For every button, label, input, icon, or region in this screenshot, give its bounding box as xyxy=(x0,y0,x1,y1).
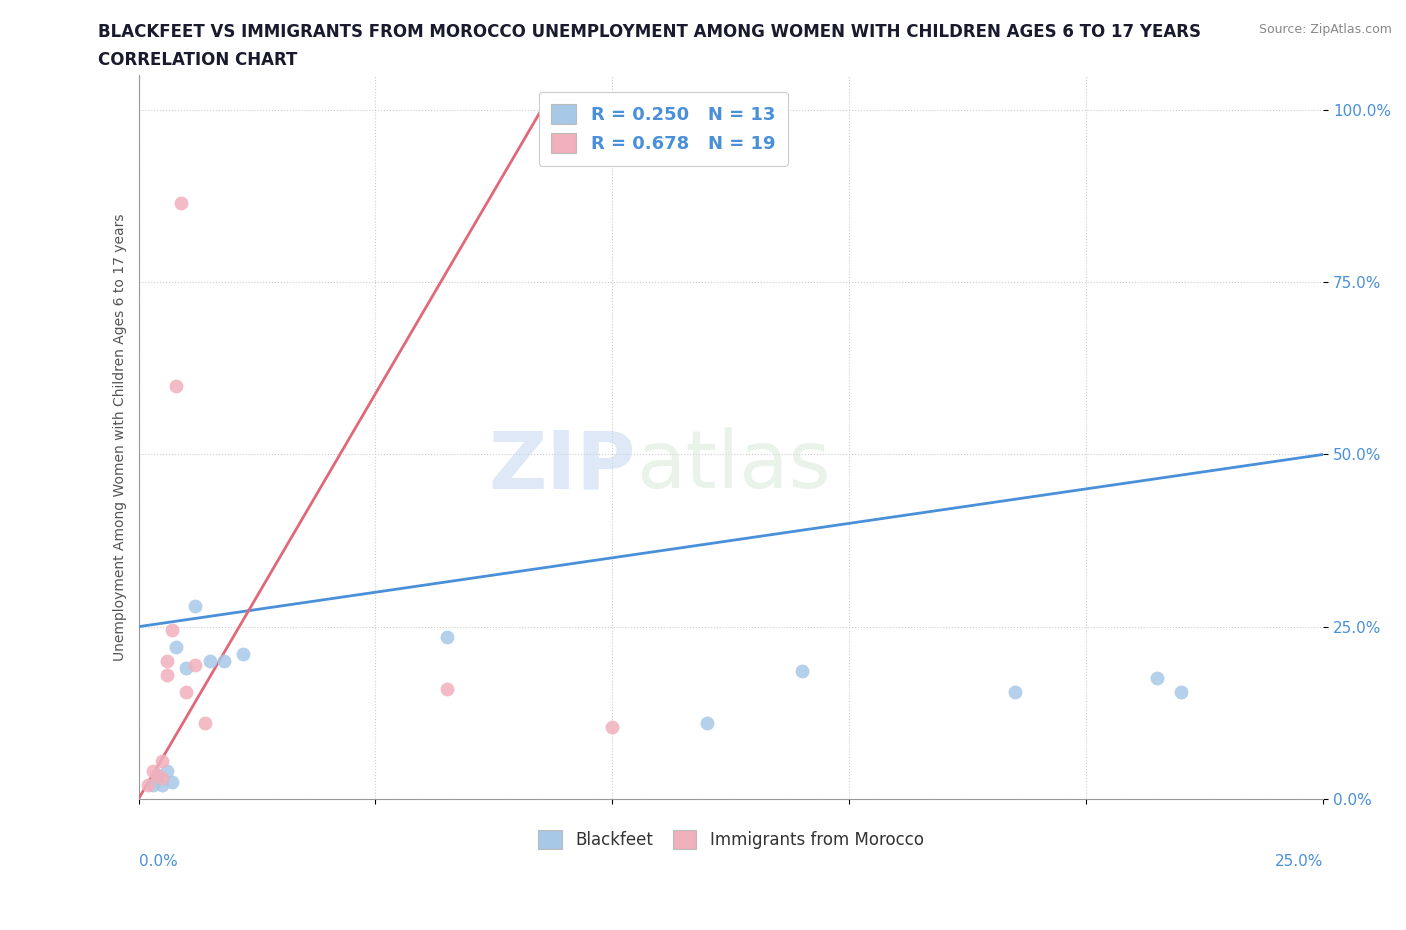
Y-axis label: Unemployment Among Women with Children Ages 6 to 17 years: Unemployment Among Women with Children A… xyxy=(114,214,128,661)
Text: CORRELATION CHART: CORRELATION CHART xyxy=(98,51,298,69)
Point xyxy=(198,654,221,669)
Point xyxy=(1146,671,1168,685)
Point xyxy=(790,664,813,679)
Text: atlas: atlas xyxy=(636,427,831,505)
Legend: Blackfeet, Immigrants from Morocco: Blackfeet, Immigrants from Morocco xyxy=(531,824,931,856)
Point xyxy=(194,716,217,731)
Point xyxy=(150,753,173,768)
Point xyxy=(156,668,179,683)
Point xyxy=(436,682,458,697)
Point xyxy=(150,771,173,786)
Point xyxy=(136,777,159,792)
Point xyxy=(174,684,197,699)
Point xyxy=(170,195,193,210)
Text: Source: ZipAtlas.com: Source: ZipAtlas.com xyxy=(1258,23,1392,36)
Point xyxy=(1004,684,1026,699)
Point xyxy=(232,646,254,661)
Point xyxy=(212,654,235,669)
Point xyxy=(602,719,624,734)
Point xyxy=(146,767,169,782)
Point xyxy=(142,764,165,778)
Point xyxy=(146,767,169,782)
Point xyxy=(174,660,197,675)
Text: ZIP: ZIP xyxy=(489,427,636,505)
Point xyxy=(184,599,207,614)
Point xyxy=(142,777,165,792)
Text: 0.0%: 0.0% xyxy=(139,854,177,869)
Point xyxy=(156,764,179,778)
Point xyxy=(696,716,718,731)
Text: BLACKFEET VS IMMIGRANTS FROM MOROCCO UNEMPLOYMENT AMONG WOMEN WITH CHILDREN AGES: BLACKFEET VS IMMIGRANTS FROM MOROCCO UNE… xyxy=(98,23,1201,41)
Text: 25.0%: 25.0% xyxy=(1275,854,1323,869)
Point xyxy=(165,379,187,393)
Point xyxy=(165,640,187,655)
Point xyxy=(156,654,179,669)
Point xyxy=(1170,684,1192,699)
Point xyxy=(436,630,458,644)
Point xyxy=(160,775,183,790)
Point xyxy=(184,658,207,672)
Point xyxy=(160,623,183,638)
Point xyxy=(150,777,173,792)
